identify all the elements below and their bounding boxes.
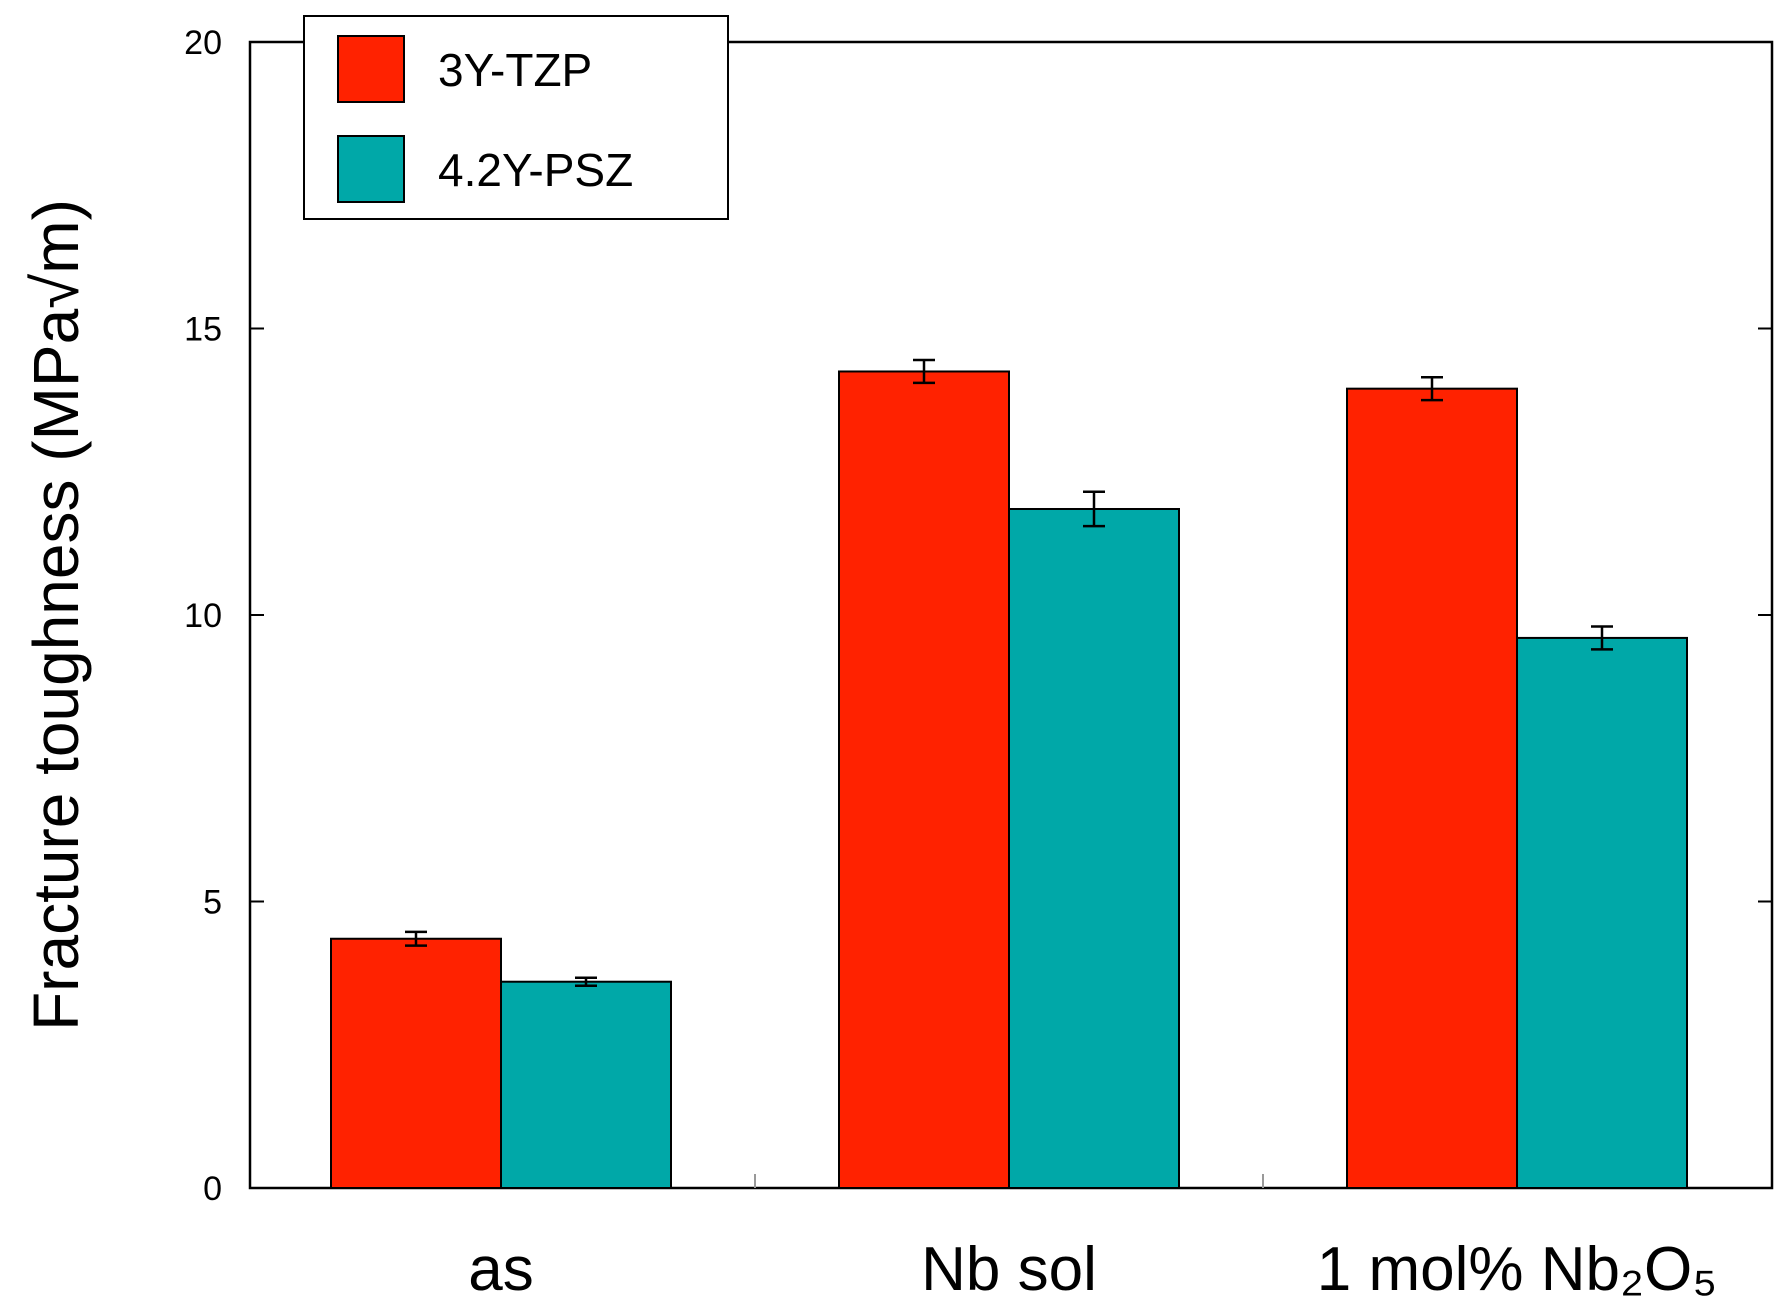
y-tick-label: 20 (184, 24, 222, 62)
legend-label: 4.2Y-PSZ (438, 144, 633, 196)
category-label: Nb sol (921, 1235, 1097, 1304)
y-tick-label: 0 (203, 1170, 222, 1208)
bar-4-2y-psz-2 (1008, 507, 1180, 1189)
error-bars (405, 358, 1613, 987)
bar-3y-tzp-2 (838, 370, 1010, 1190)
error-bar (1083, 490, 1105, 528)
legend-swatch (337, 135, 405, 203)
error-bar (913, 358, 935, 385)
bar-4-2y-psz-1 (500, 980, 672, 1189)
y-tick-label: 10 (184, 597, 222, 635)
legend: 3Y-TZP 4.2Y-PSZ (303, 15, 729, 220)
legend-swatch (337, 35, 405, 103)
legend-label: 3Y-TZP (438, 44, 592, 96)
y-axis-title: Fracture toughness (MPa√m) (20, 199, 92, 1031)
bar-4-2y-psz-3 (1516, 636, 1688, 1189)
x-axis (754, 1174, 1264, 1188)
category-label: as (468, 1235, 533, 1304)
bar-3y-tzp-1 (330, 937, 502, 1189)
y-tick-label: 5 (203, 884, 222, 922)
y-axis: 0 5 10 15 20 (184, 24, 1772, 1208)
error-bar (405, 930, 427, 947)
bar-3y-tzp-3 (1346, 387, 1518, 1190)
error-bar (1421, 375, 1443, 402)
error-bar (575, 976, 597, 987)
category-label: 1 mol% Nb₂O₅ (1317, 1235, 1718, 1304)
category-labels: as Nb sol 1 mol% Nb₂O₅ (468, 1235, 1717, 1304)
bars (330, 370, 1688, 1190)
error-bar (1591, 625, 1613, 651)
y-tick-label: 15 (184, 311, 222, 349)
